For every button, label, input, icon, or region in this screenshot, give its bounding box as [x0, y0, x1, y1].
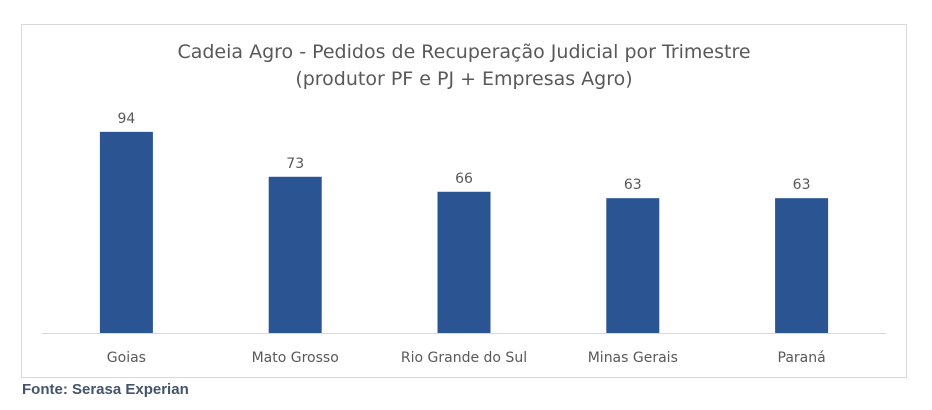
bar-value-label-0: 94 [117, 111, 135, 127]
bar-value-label-1: 73 [286, 156, 304, 172]
bar-1 [268, 176, 322, 333]
bar-value-label-4: 63 [793, 177, 811, 193]
category-label-3: Minas Gerais [588, 350, 678, 366]
chart-title-line2: (produtor PF e PJ + Empresas Agro) [295, 68, 633, 90]
bar-4 [775, 198, 829, 333]
bar-chart-plot: 94 Goias 73 Mato Grosso 66 Rio Grande do Sul 6… [42, 111, 886, 366]
category-label-4: Paraná [778, 350, 826, 366]
category-label-0: Goias [107, 350, 146, 366]
bar-value-label-3: 63 [624, 177, 642, 193]
bar-2 [437, 191, 491, 333]
chart-title-line1: Cadeia Agro - Pedidos de Recuperação Jud… [177, 41, 751, 63]
chart-frame: Cadeia Agro - Pedidos de Recuperação Jud… [21, 24, 907, 378]
category-label-2: Rio Grande do Sul [401, 350, 527, 366]
bar-3 [606, 198, 660, 333]
category-label-1: Mato Grosso [252, 350, 339, 366]
chart-title: Cadeia Agro - Pedidos de Recuperação Jud… [22, 39, 906, 93]
bar-value-label-2: 66 [455, 171, 473, 187]
source-note: Fonte: Serasa Experian [22, 381, 189, 398]
bar-0 [99, 131, 153, 333]
